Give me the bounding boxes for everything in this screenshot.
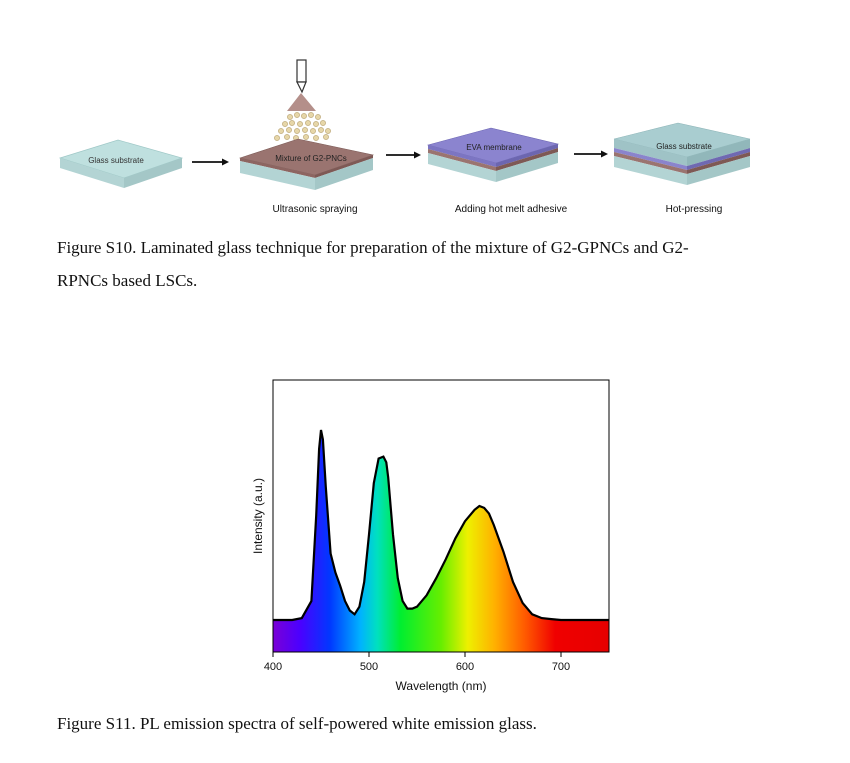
x-axis-ticks: 400 500 600 700: [264, 652, 570, 673]
panel-4-label: Glass substrate: [656, 142, 712, 151]
panel-2-label: Mixture of G2-PNCs: [275, 154, 347, 163]
step-hot-pressing: Hot-pressing: [666, 204, 723, 215]
arrow-3-icon: [574, 150, 608, 158]
emission-curve: [273, 429, 609, 622]
glass-substrate-panel: Glass substrate: [58, 139, 184, 188]
step-ultrasonic-spraying: Ultrasonic spraying: [272, 204, 357, 215]
arrow-1-icon: [192, 158, 229, 166]
x-tick-label: 500: [360, 661, 378, 673]
spray-nozzle-icon: [287, 59, 316, 111]
laminated-glass-panel: Glass substrate: [613, 122, 751, 185]
figure-s11-caption: Figure S11. PL emission spectra of self-…: [57, 714, 537, 733]
pl-emission-chart: 400 500 600 700 Wavelength (nm) Intensity (…: [251, 379, 610, 693]
x-tick-label: 700: [552, 661, 570, 673]
figure-s10-caption-line2: RPNCs based LSCs.: [57, 271, 198, 290]
figure-s10-schematic: Glass substrate Mixture of G2-PNCs Ultra…: [58, 59, 751, 215]
x-axis-label: Wavelength (nm): [396, 679, 487, 693]
spectrum-fill: [273, 430, 609, 652]
nanocrystal-droplets: [274, 112, 331, 141]
x-tick-label: 600: [456, 661, 474, 673]
plot-frame: [272, 379, 610, 653]
eva-membrane-panel: EVA membrane: [426, 127, 560, 182]
arrow-2-icon: [386, 151, 421, 159]
x-tick-label: 400: [264, 661, 282, 673]
y-axis-label: Intensity (a.u.): [251, 478, 265, 554]
step-adding-hot-melt-adhesive: Adding hot melt adhesive: [455, 204, 568, 215]
g2-pnc-layer-panel: Mixture of G2-PNCs: [238, 138, 375, 190]
figure-s10-caption: Figure S10. Laminated glass technique fo…: [57, 231, 817, 297]
panel-1-label: Glass substrate: [88, 156, 144, 165]
figure-s10-caption-line1: Figure S10. Laminated glass technique fo…: [57, 238, 689, 257]
panel-3-label: EVA membrane: [466, 143, 522, 152]
